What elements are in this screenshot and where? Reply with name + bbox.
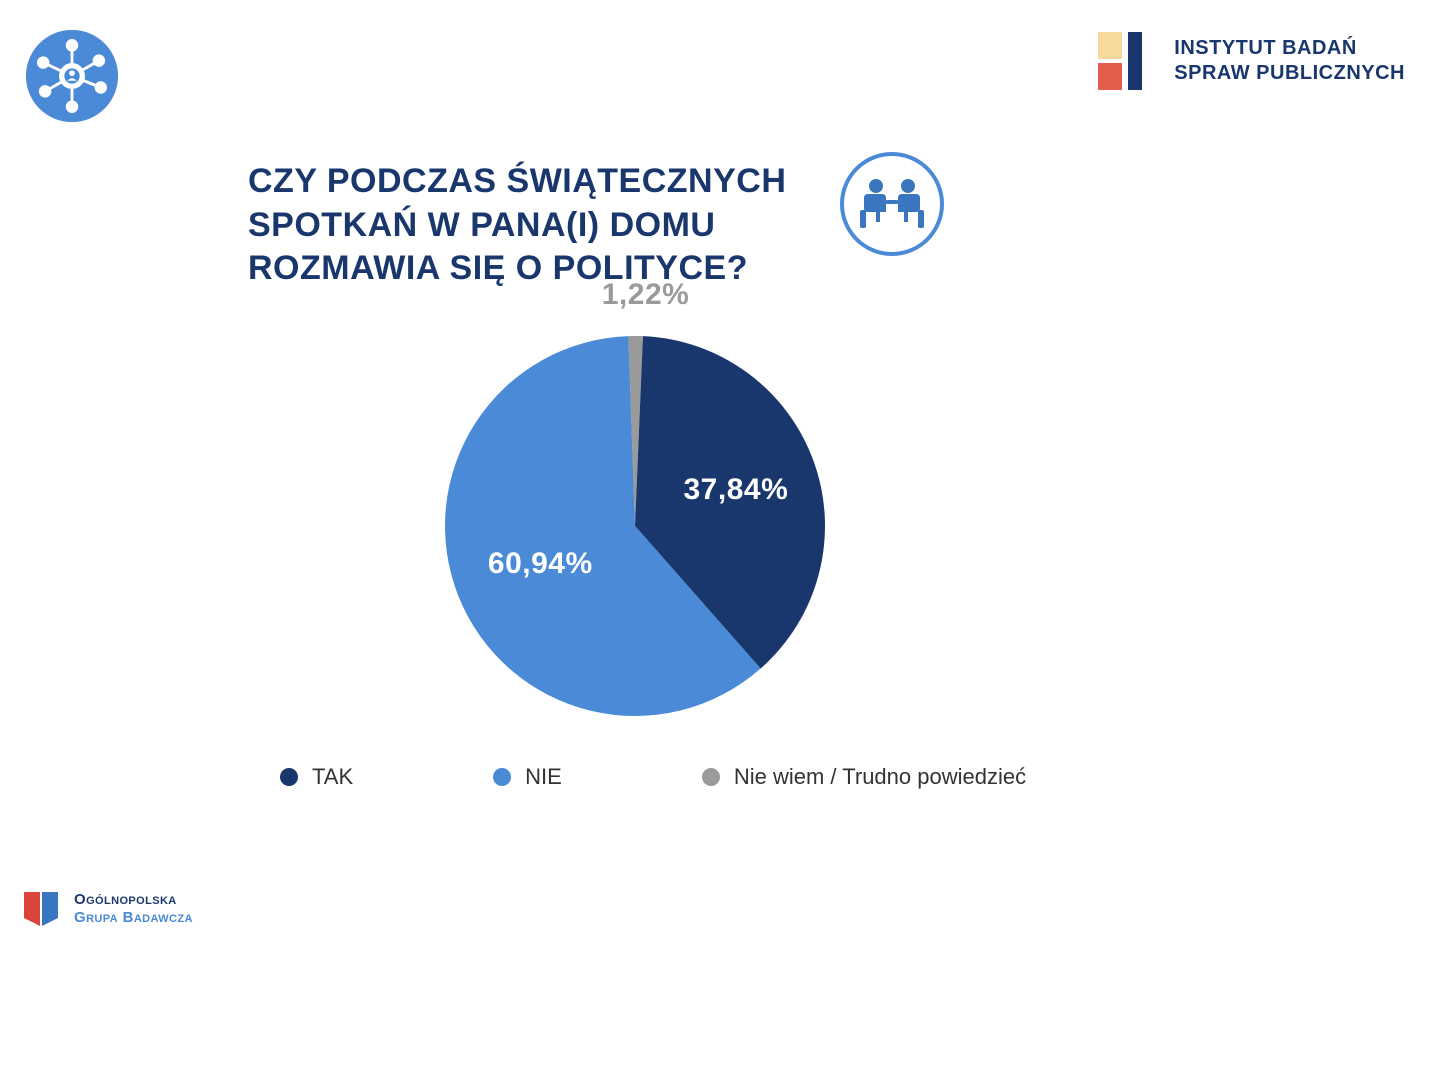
legend-label: Nie wiem / Trudno powiedzieć (734, 764, 1026, 790)
legend-swatch-icon (493, 768, 511, 786)
pie-label-nie: 60,94% (488, 547, 593, 581)
discussion-icon (840, 152, 944, 256)
institute-line1: INSTYTUT BADAŃ (1174, 36, 1405, 61)
footer-logo-icon (20, 888, 62, 930)
legend-swatch-icon (702, 768, 720, 786)
chart-title: CZY PODCZAS ŚWIĄTECZNYCH SPOTKAŃ W PANA(… (248, 160, 868, 291)
institute-logo-icon (1098, 32, 1156, 90)
institute-line2: SPRAW PUBLICZNYCH (1174, 61, 1405, 86)
institute-name: INSTYTUT BADAŃ SPRAW PUBLICZNYCH (1174, 36, 1405, 86)
footer-line2: Grupa Badawcza (74, 909, 193, 927)
legend: TAK NIE Nie wiem / Trudno powiedzieć (280, 764, 1026, 790)
legend-item-0: TAK (280, 764, 353, 790)
institute-block: INSTYTUT BADAŃ SPRAW PUBLICZNYCH (1098, 32, 1405, 90)
pie-label-dk: 1,22% (602, 278, 690, 312)
legend-label: NIE (525, 764, 562, 790)
footer-line1: Ogólnopolska (74, 891, 193, 909)
legend-item-1: NIE (493, 764, 562, 790)
legend-swatch-icon (280, 768, 298, 786)
legend-label: TAK (312, 764, 353, 790)
pie-chart: 1,22%37,84%60,94% (445, 336, 825, 716)
footer-brand: Ogólnopolska Grupa Badawcza (20, 888, 193, 930)
legend-item-2: Nie wiem / Trudno powiedzieć (702, 764, 1026, 790)
network-icon (24, 28, 120, 124)
footer-text: Ogólnopolska Grupa Badawcza (74, 891, 193, 927)
pie-label-tak: 37,84% (684, 473, 789, 507)
